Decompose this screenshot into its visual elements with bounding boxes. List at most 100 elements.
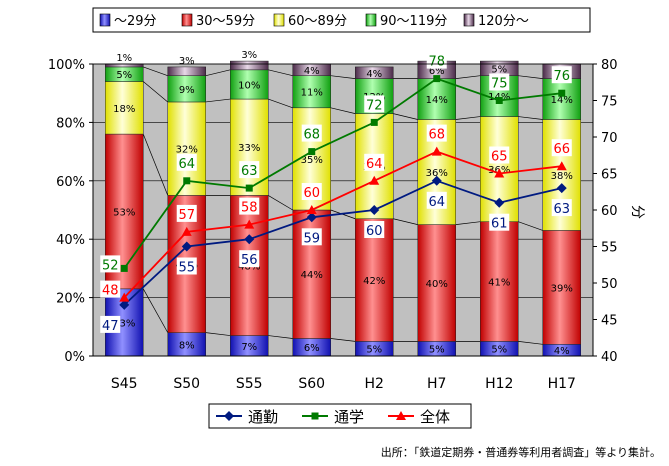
bar-segment [105, 81, 144, 135]
segment-label: 39% [551, 283, 573, 294]
right-tick-label: 40 [601, 350, 618, 365]
segment-label: 38% [551, 171, 573, 182]
bar-legend-label: 60～89分 [288, 14, 347, 29]
bar-legend-swatch [463, 13, 475, 27]
bar-segment [292, 75, 331, 109]
square-marker [370, 118, 378, 126]
series-connector [393, 218, 418, 225]
bar-segment [480, 221, 519, 342]
line-legend-label: 通勤 [248, 408, 278, 426]
right-tick-label: 45 [601, 314, 618, 329]
segment-label: 11% [301, 88, 323, 99]
series-connector [455, 221, 481, 225]
value-label-box [426, 124, 447, 142]
line-value-label: 68 [428, 128, 445, 143]
left-tick-label: 80% [56, 116, 85, 131]
diamond-marker [494, 197, 505, 208]
diamond-marker [119, 299, 130, 310]
segment-label: 36% [426, 168, 448, 179]
category-label: S45 [111, 376, 138, 392]
series-connector [142, 133, 169, 196]
segment-label: 32% [176, 145, 198, 156]
line-legend-label: 全体 [420, 408, 450, 426]
bar-segment [167, 66, 206, 76]
diamond-marker [244, 234, 255, 245]
value-label-box [364, 153, 385, 171]
value-label-box [301, 183, 322, 200]
bar-segment [417, 224, 456, 342]
value-label-box [364, 95, 385, 113]
bar-legend-label: 90～119分 [380, 14, 447, 29]
segment-label: 5% [491, 64, 507, 75]
value-label-box [426, 191, 447, 209]
bar-legend-box [92, 7, 591, 33]
line-value-label: 47 [102, 319, 119, 334]
bar-segment [230, 98, 269, 196]
segment-label: 6% [429, 66, 445, 77]
segment-label: 42% [363, 276, 385, 287]
value-label-box [489, 146, 510, 164]
series-connector [142, 288, 169, 333]
line-value-label: 78 [428, 55, 445, 70]
value-label-box [551, 66, 572, 84]
diamond-marker [431, 175, 442, 186]
line-value-label: 48 [102, 284, 119, 299]
triangle-marker [119, 292, 130, 302]
value-label-box [176, 257, 197, 275]
source-note: 出所：「鉄道定期券・普通券等利用者調査」等より集計。 [380, 446, 661, 459]
segment-label: 4% [554, 346, 570, 357]
line-triangle [123, 150, 562, 299]
category-label: H2 [365, 376, 384, 392]
left-tick-label: 20% [56, 292, 85, 307]
line-value-label: 65 [491, 150, 508, 165]
segment-label: 6% [304, 343, 320, 354]
series-connector [518, 221, 543, 231]
segment-label: 44% [301, 270, 323, 281]
bar-segment [542, 230, 581, 345]
segment-label: 3% [179, 56, 195, 67]
value-label-box [489, 73, 510, 91]
bar-segment [417, 78, 456, 120]
bar-legend-swatch [181, 13, 193, 27]
segment-label: 5% [429, 345, 445, 356]
right-tick-label: 65 [601, 168, 618, 183]
left-tick-label: 0% [64, 350, 85, 365]
segment-label: 5% [366, 345, 382, 356]
square-marker [308, 148, 316, 156]
square-marker [433, 75, 441, 83]
value-label-box [364, 221, 385, 238]
segment-label: 5% [116, 70, 132, 81]
line-value-label: 63 [553, 202, 570, 217]
segment-label: 1% [116, 53, 132, 64]
line-value-label: 57 [178, 208, 195, 223]
line-value-label: 60 [303, 186, 320, 201]
series-connector [330, 75, 356, 79]
segment-label: 3% [241, 50, 257, 61]
category-label: H12 [485, 376, 513, 392]
left-tick-label: 100% [48, 58, 85, 73]
series-connector [518, 341, 543, 345]
line-value-label: 59 [303, 231, 320, 246]
right-tick-label: 75 [601, 95, 618, 110]
value-label-box [176, 153, 197, 171]
series-connector [330, 107, 356, 114]
line-value-label: 64 [366, 157, 383, 172]
bar-legend-label: 120分～ [478, 14, 529, 29]
line-value-label: 64 [428, 195, 445, 210]
square-marker [120, 264, 128, 272]
right-axis-label: 分 [629, 205, 645, 219]
series-connector [205, 332, 231, 336]
value-label-box [239, 250, 260, 268]
segment-label: 7% [241, 342, 257, 353]
diamond-marker [369, 205, 380, 215]
series-connector [393, 113, 418, 120]
series-connector [455, 75, 481, 79]
bar-segment [167, 101, 206, 196]
segment-label: 10% [238, 80, 260, 91]
right-tick-label: 55 [601, 241, 618, 256]
bar-segment [355, 218, 394, 342]
value-label-box [100, 315, 121, 333]
segment-label: 40% [426, 279, 448, 290]
line-legend-box [208, 403, 472, 429]
triangle-marker [556, 161, 567, 171]
